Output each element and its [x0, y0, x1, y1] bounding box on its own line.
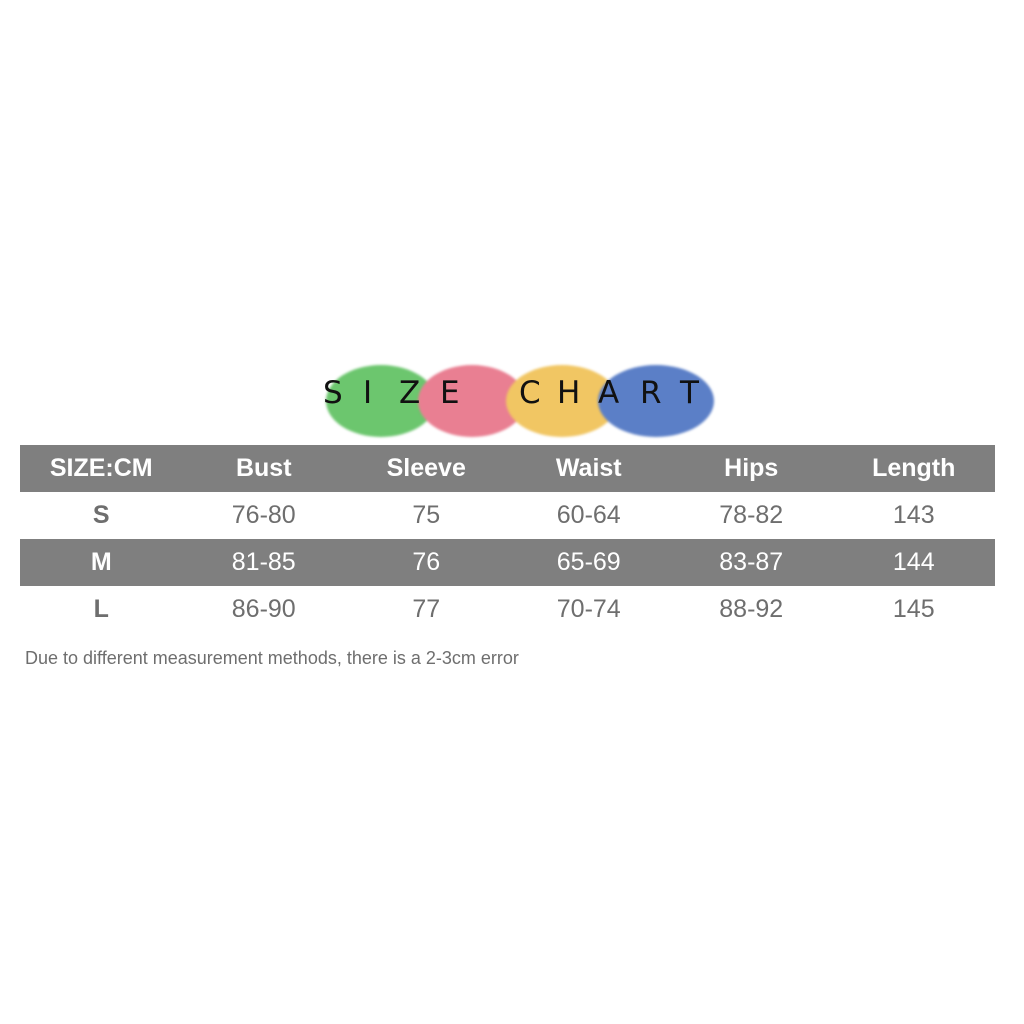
logo-letter: I — [363, 375, 373, 411]
cell-bust: 81-85 — [182, 539, 345, 586]
logo-letter: H — [557, 375, 581, 411]
cell-sleeve: 76 — [345, 539, 508, 586]
cell-sleeve: 77 — [412, 595, 441, 623]
header-length: Length — [832, 445, 995, 492]
cell-hips: 88-92 — [719, 595, 784, 623]
table-row: M 81-85 76 65-69 83-87 144 — [20, 539, 995, 586]
cell-bust: 86-90 — [231, 595, 296, 623]
cell-length: 143 — [892, 501, 935, 529]
header-size: SIZE:CM — [20, 445, 183, 492]
logo-letter: C — [519, 375, 541, 411]
blue-circle — [598, 365, 714, 437]
header-bust: Bust — [182, 445, 345, 492]
cell-size: L — [93, 595, 109, 623]
table-row: S 76-80 75 60-64 78-82 143 — [20, 492, 995, 539]
cell-bust: 76-80 — [231, 501, 296, 529]
header-row: SIZE:CM Bust Sleeve Waist Hips Length — [20, 445, 995, 492]
logo-letter: S — [323, 375, 343, 411]
green-circle — [326, 365, 436, 437]
logo-letter: A — [598, 375, 620, 411]
size-chart-logo: S I Z E C H A R T — [310, 355, 730, 445]
logo-letter: T — [680, 375, 699, 411]
cell-size: S — [92, 501, 110, 529]
logo-letter: E — [440, 375, 460, 411]
cell-hips: 78-82 — [719, 501, 784, 529]
cell-sleeve: 75 — [412, 501, 441, 529]
header-hips: Hips — [670, 445, 833, 492]
cell-length: 144 — [832, 539, 995, 586]
header-waist: Waist — [507, 445, 670, 492]
cell-waist: 65-69 — [507, 539, 670, 586]
size-table: SIZE:CM Bust Sleeve Waist Hips Length S … — [20, 445, 995, 633]
header-sleeve: Sleeve — [345, 445, 508, 492]
cell-hips: 83-87 — [670, 539, 833, 586]
measurement-note: Due to different measurement methods, th… — [25, 648, 519, 668]
table-row: L 86-90 77 70-74 88-92 145 — [20, 586, 995, 633]
cell-waist: 70-74 — [556, 595, 621, 623]
logo-letter: Z — [399, 375, 421, 411]
cell-waist: 60-64 — [556, 501, 621, 529]
cell-size: M — [20, 539, 183, 586]
logo-letter: R — [640, 375, 662, 411]
logo-text: S I Z E C H A R T — [310, 375, 730, 415]
cell-length: 145 — [892, 595, 935, 623]
